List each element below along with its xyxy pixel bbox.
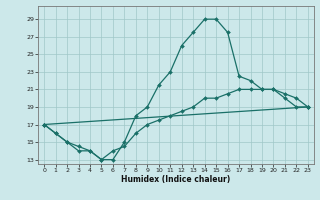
X-axis label: Humidex (Indice chaleur): Humidex (Indice chaleur) xyxy=(121,175,231,184)
